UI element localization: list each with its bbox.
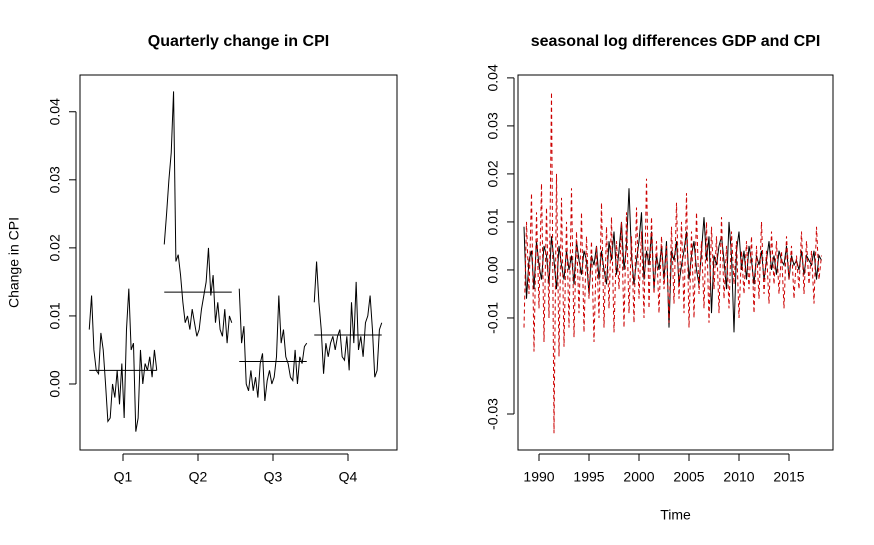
plot-frame bbox=[517, 74, 834, 451]
plot-frame bbox=[79, 74, 398, 451]
y-tick-label: -0.01 bbox=[485, 302, 501, 334]
y-tick-label: 0.03 bbox=[485, 112, 501, 139]
y-tick-label: -0.03 bbox=[485, 398, 501, 430]
y-tick-label: 0.02 bbox=[485, 160, 501, 187]
y-tick-label: 0.00 bbox=[485, 256, 501, 283]
x-tick-label: 1995 bbox=[573, 469, 604, 485]
x-tick-label: Q2 bbox=[189, 469, 208, 485]
subseries-line bbox=[313, 261, 383, 378]
y-tick-label: 0.04 bbox=[485, 64, 501, 91]
x-tick-label: Q1 bbox=[114, 469, 133, 485]
y-tick-label: 0.03 bbox=[47, 166, 63, 193]
x-tick-label: 1990 bbox=[523, 469, 554, 485]
chart-title: seasonal log differences GDP and CPI bbox=[531, 33, 821, 50]
x-axis-label: Time bbox=[660, 507, 691, 523]
x-tick-label: 2015 bbox=[773, 469, 804, 485]
y-tick-label: 0.00 bbox=[47, 370, 63, 397]
y-axis-label: Change in CPI bbox=[6, 217, 22, 308]
x-tick-label: Q3 bbox=[264, 469, 283, 485]
x-tick-label: 2005 bbox=[673, 469, 704, 485]
y-tick-label: 0.01 bbox=[485, 208, 501, 235]
y-tick-label: 0.04 bbox=[47, 98, 63, 125]
x-tick-label: Q4 bbox=[339, 469, 358, 485]
x-tick-label: 2010 bbox=[723, 469, 754, 485]
y-tick-label: 0.02 bbox=[47, 234, 63, 261]
x-tick-label: 2000 bbox=[623, 469, 654, 485]
y-tick-label: 0.01 bbox=[47, 302, 63, 329]
subseries-line bbox=[238, 288, 308, 402]
subseries-line bbox=[163, 91, 233, 344]
subseries-line bbox=[88, 288, 158, 432]
series-line bbox=[523, 92, 822, 434]
chart-title: Quarterly change in CPI bbox=[148, 33, 329, 50]
